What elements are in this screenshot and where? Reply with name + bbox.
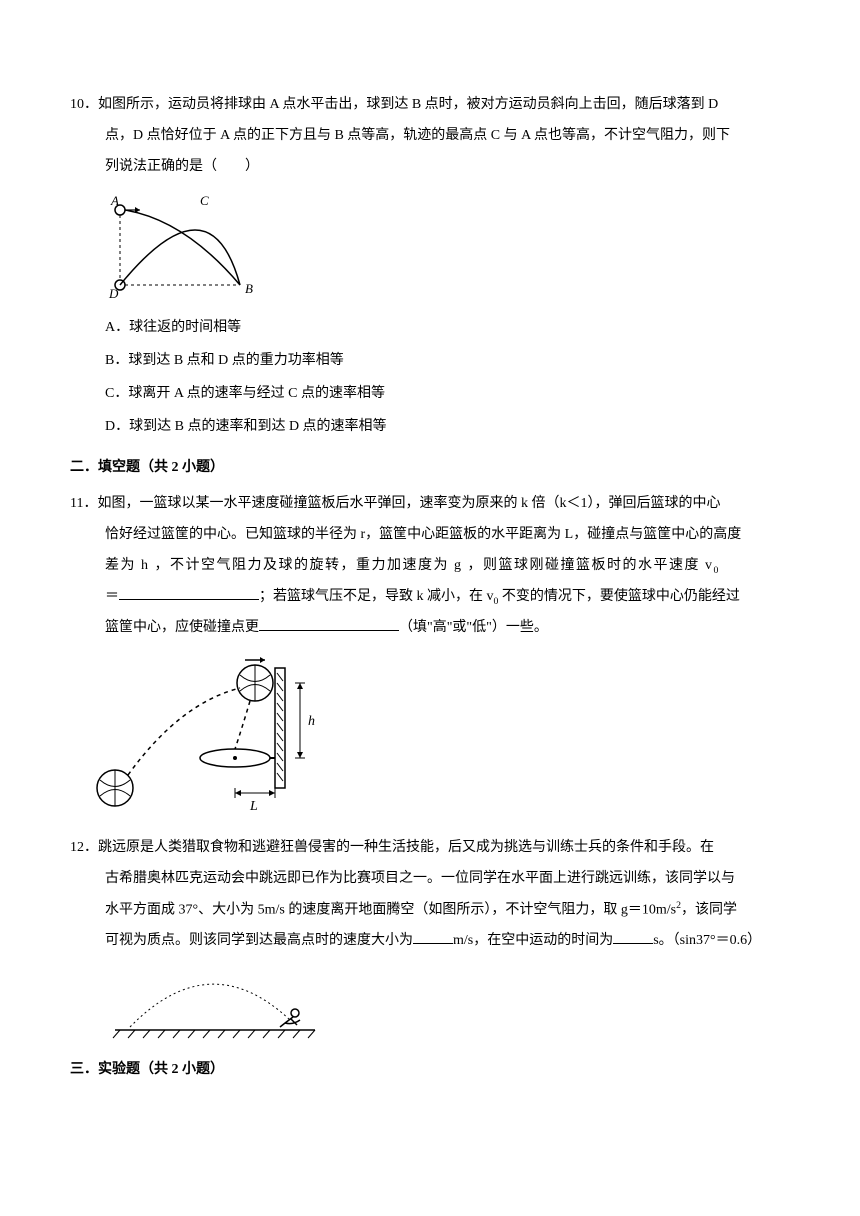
q11-text4b: ；若篮球气压不足，导致 k 减小，在 v (259, 589, 494, 604)
q12-text4b: m/s，在空中运动的时间为 (453, 933, 613, 948)
section-2-header: 二．填空题（共 2 小题） (70, 453, 790, 484)
q12-text1: 跳远原是人类猎取食物和逃避狂兽侵害的一种生活技能，后又成为挑选与训练士兵的条件和… (98, 840, 714, 855)
blank-1 (119, 586, 259, 600)
svg-text:h: h (308, 714, 315, 729)
q10-option-b: B．球到达 B 点和 D 点的重力功率相等 (105, 346, 790, 377)
q11-text5a: 篮筐中心，应使碰撞点更 (105, 620, 259, 635)
q11-line4: ＝；若篮球气压不足，导致 k 减小，在 v0 不变的情况下，要使篮球中心仍能经过 (70, 582, 790, 613)
q10-options: A．球往返的时间相等 B．球到达 B 点和 D 点的重力功率相等 C．球离开 A… (70, 313, 790, 442)
q10-figure: A B C D (70, 190, 790, 305)
q10-line3: 列说法正确的是（ ） (70, 152, 790, 183)
q11-text3: 差为 h ，不计空气阻力及球的旋转，重力加速度为 g ，则篮球刚碰撞篮板时的水平… (105, 558, 714, 573)
q12-line1: 12．跳远原是人类猎取食物和逃避狂兽侵害的一种生活技能，后又成为挑选与训练士兵的… (70, 833, 790, 864)
q11-text4c: 不变的情况下，要使篮球中心仍能经过 (498, 589, 740, 604)
q12-text4a: 可视为质点。则该同学到达最高点时的速度大小为 (105, 933, 413, 948)
question-12: 12．跳远原是人类猎取食物和逃避狂兽侵害的一种生活技能，后又成为挑选与训练士兵的… (70, 833, 790, 1045)
question-10: 10．如图所示，运动员将排球由 A 点水平击出，球到达 B 点时，被对方运动员斜… (70, 90, 790, 443)
q10-line1: 10．如图所示，运动员将排球由 A 点水平击出，球到达 B 点时，被对方运动员斜… (70, 90, 790, 121)
q11-text1: 如图，一篮球以某一水平速度碰撞篮板后水平弹回，速率变为原来的 k 倍（k＜1），… (97, 496, 720, 511)
blank-3 (413, 930, 453, 944)
q12-text3a: 水平方面成 37°、大小为 5m/s 的速度离开地面腾空（如图所示），不计空气阻… (105, 903, 676, 918)
question-11: 11．如图，一篮球以某一水平速度碰撞篮板后水平弹回，速率变为原来的 k 倍（k＜… (70, 489, 790, 823)
q12-line2: 古希腊奥林匹克运动会中跳远即已作为比赛项目之一。一位同学在水平面上进行跳远训练，… (70, 864, 790, 895)
q10-option-d: D．球到达 B 点的速率和到达 D 点的速率相等 (105, 412, 790, 443)
q10-number: 10． (70, 97, 98, 112)
q11-line1: 11．如图，一篮球以某一水平速度碰撞篮板后水平弹回，速率变为原来的 k 倍（k＜… (70, 489, 790, 520)
svg-text:L: L (249, 799, 258, 814)
section-3-header: 三．实验题（共 2 小题） (70, 1055, 790, 1086)
q10-option-c: C．球离开 A 点的速率与经过 C 点的速率相等 (105, 379, 790, 410)
q11-sub0: 0 (714, 565, 720, 576)
q12-number: 12． (70, 840, 98, 855)
q12-line3: 水平方面成 37°、大小为 5m/s 的速度离开地面腾空（如图所示），不计空气阻… (70, 895, 790, 926)
q10-line2: 点，D 点恰好位于 A 点的正下方且与 B 点等高，轨迹的最高点 C 与 A 点… (70, 121, 790, 152)
svg-text:B: B (245, 281, 253, 296)
q11-line5: 篮筐中心，应使碰撞点更 （填"高"或"低"）一些。 (70, 613, 790, 644)
q12-figure (70, 965, 790, 1045)
q10-option-a: A．球往返的时间相等 (105, 313, 790, 344)
svg-text:A: A (110, 193, 119, 208)
q10-text1: 如图所示，运动员将排球由 A 点水平击出，球到达 B 点时，被对方运动员斜向上击… (98, 97, 718, 112)
q11-line2: 恰好经过篮筐的中心。已知篮球的半径为 r，篮筐中心距篮板的水平距离为 L，碰撞点… (70, 520, 790, 551)
q12-text4c: s。（sin37°＝0.6） (653, 933, 761, 948)
q12-text3b: ，该同学 (681, 903, 737, 918)
blank-2 (259, 617, 399, 631)
q11-number: 11． (70, 496, 97, 511)
q11-line3: 差为 h ，不计空气阻力及球的旋转，重力加速度为 g ，则篮球刚碰撞篮板时的水平… (70, 551, 790, 582)
svg-text:D: D (108, 286, 119, 301)
q11-text5b: （填"高"或"低"）一些。 (399, 620, 548, 635)
blank-4 (613, 930, 653, 944)
q11-text4a: ＝ (105, 589, 119, 604)
q11-figure: h L (70, 653, 790, 823)
svg-text:C: C (200, 193, 209, 208)
q12-line4: 可视为质点。则该同学到达最高点时的速度大小为 m/s，在空中运动的时间为 s。（si… (70, 926, 790, 957)
